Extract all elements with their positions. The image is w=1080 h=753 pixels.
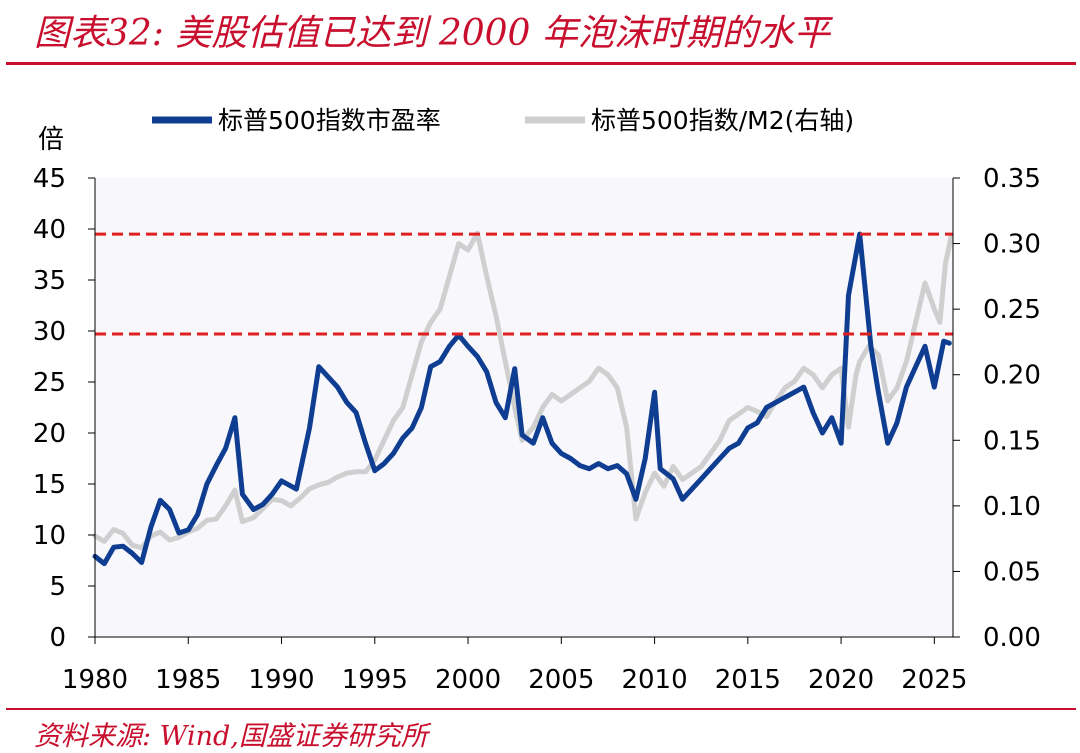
tick-labels: 1980 1985 1990 1995 2000 2005 2010 2015 2020 2025… — [33, 164, 1041, 695]
y-left-tick-label: 20 — [33, 419, 66, 449]
legend: 标普500指数市盈率 标普500指数/M2(右轴) — [152, 106, 854, 135]
chart: 1980 1985 1990 1995 2000 2005 2010 2015 2020 2025… — [33, 106, 1041, 695]
source-note: 资料来源: Wind,国盛证券研究所 — [34, 721, 428, 752]
y-left-tick-label: 40 — [33, 215, 66, 245]
tick-marks — [88, 177, 960, 644]
y-left-tick-label: 0 — [49, 623, 66, 653]
x-tick-label: 1985 — [155, 665, 221, 695]
x-tick-label: 2000 — [435, 665, 501, 695]
footer-divider — [6, 708, 1076, 710]
x-tick-label: 2010 — [621, 665, 687, 695]
y-right-tick-label: 0.25 — [983, 295, 1041, 325]
x-tick-label: 2015 — [715, 665, 781, 695]
y-right-tick-label: 0.20 — [983, 361, 1041, 391]
y-left-tick-label: 35 — [33, 266, 66, 296]
figure-title: 图表32: 美股估值已达到 2000 年泡沫时期的水平 — [34, 13, 830, 54]
series-line-m2 — [92, 230, 954, 551]
x-tick-label: 2025 — [901, 665, 967, 695]
y-right-tick-label: 0.00 — [983, 623, 1041, 653]
y-right-tick-label: 0.30 — [983, 230, 1041, 260]
reference-lines — [95, 232, 953, 336]
title-divider — [6, 62, 1076, 65]
x-tick-label: 1990 — [248, 665, 314, 695]
x-tick-label: 2005 — [528, 665, 594, 695]
series-line-pe — [92, 231, 952, 567]
plot-area — [95, 178, 953, 637]
x-tick-label: 1980 — [62, 665, 128, 695]
y-left-tick-label: 30 — [33, 317, 66, 347]
y-axis-left-label: 倍 — [38, 125, 64, 155]
series-layer — [92, 230, 954, 567]
y-left-tick-label: 10 — [33, 521, 66, 551]
y-right-tick-label: 0.35 — [983, 164, 1041, 194]
y-left-tick-label: 15 — [33, 470, 66, 500]
y-right-tick-label: 0.05 — [983, 557, 1041, 587]
legend-label-pe: 标普500指数市盈率 — [218, 106, 441, 135]
x-tick-label: 2020 — [808, 665, 874, 695]
legend-label-m2: 标普500指数/M2(右轴) — [591, 106, 854, 135]
x-tick-label: 1995 — [342, 665, 408, 695]
y-left-tick-label: 45 — [33, 164, 66, 194]
y-right-tick-label: 0.10 — [983, 492, 1041, 522]
y-right-tick-label: 0.15 — [983, 426, 1041, 456]
y-left-tick-label: 5 — [49, 572, 66, 602]
y-left-tick-label: 25 — [33, 368, 66, 398]
